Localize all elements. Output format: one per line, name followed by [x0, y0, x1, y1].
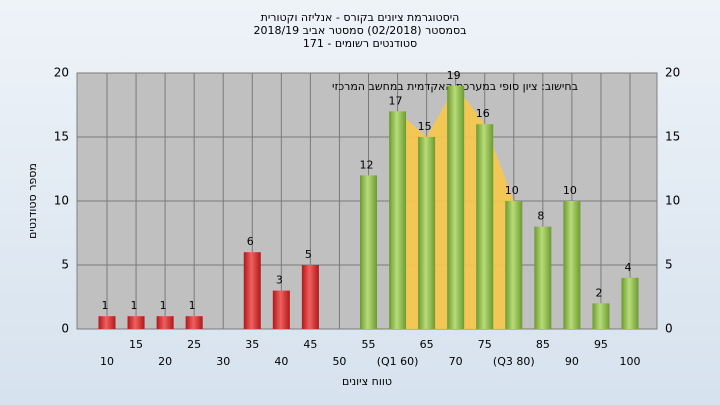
bar [563, 201, 581, 329]
bar [447, 85, 465, 329]
x-tick-label: 95 [594, 338, 608, 351]
value-label: 17 [389, 94, 403, 107]
x-tick-label: (Q3 80) [493, 355, 535, 368]
title-line: היסטוגרמת ציונים בקורס - אנליזה וקטורית [261, 11, 460, 24]
x-tick-label: 65 [420, 338, 434, 351]
value-label: 6 [247, 235, 254, 248]
x-tick-label: 85 [536, 338, 550, 351]
value-label: 1 [160, 299, 167, 312]
x-tick-label: 20 [158, 355, 172, 368]
bar [534, 226, 552, 329]
bar [360, 175, 377, 329]
bar [301, 265, 319, 329]
bar [185, 316, 203, 329]
x-tick-label: 70 [449, 355, 463, 368]
bar [272, 290, 290, 329]
x-tick-label: 45 [303, 338, 317, 351]
x-tick-label: 75 [478, 338, 492, 351]
bar [418, 137, 436, 329]
x-tick-label: 35 [245, 338, 259, 351]
x-tick-label: 40 [274, 355, 288, 368]
value-label: 10 [505, 184, 519, 197]
y2-tick-label: 10 [665, 194, 680, 208]
y-tick-label: 0 [61, 322, 69, 336]
value-label: 1 [131, 299, 138, 312]
y2-tick-label: 20 [665, 66, 680, 80]
x-tick-label: 25 [187, 338, 201, 351]
value-label: 5 [305, 248, 312, 261]
x-tick-label: 30 [216, 355, 230, 368]
y-tick-label: 20 [54, 66, 69, 80]
value-label: 16 [476, 107, 490, 120]
x-tick-label: 50 [332, 355, 346, 368]
title-line: סטודנטים רשומים - 171 [303, 37, 417, 50]
bar [592, 303, 610, 329]
value-label: 3 [276, 274, 283, 287]
bar [389, 111, 407, 330]
x-tick-label: 55 [362, 338, 376, 351]
value-label: 10 [563, 184, 577, 197]
value-label: 4 [625, 261, 632, 274]
value-label: 1 [102, 299, 109, 312]
title-line: בסמסטר (02/2018) סמסטר אביב 2018/19 [253, 24, 466, 37]
bar [505, 201, 523, 329]
value-label: 8 [537, 210, 544, 223]
value-label: 1 [189, 299, 196, 312]
bar [476, 124, 494, 329]
value-label: 2 [595, 286, 602, 299]
x-axis-label: טווח ציונים [342, 375, 392, 388]
value-label: 15 [418, 120, 432, 133]
x-tick-label: 10 [100, 355, 114, 368]
y-tick-label: 10 [54, 194, 69, 208]
y2-tick-label: 5 [665, 258, 673, 272]
bar [98, 316, 116, 329]
value-label: 12 [360, 158, 374, 171]
y2-tick-label: 15 [665, 130, 680, 144]
y2-tick-label: 0 [665, 322, 673, 336]
y-tick-label: 15 [54, 130, 69, 144]
x-tick-label: (Q1 60) [377, 355, 419, 368]
y-axis-label: מספר סטודנטים [26, 163, 39, 239]
bar [127, 316, 145, 329]
bar [621, 277, 639, 329]
bar [156, 316, 174, 329]
x-tick-label: 90 [565, 355, 579, 368]
x-tick-label: 100 [620, 355, 641, 368]
bar [243, 252, 261, 329]
x-tick-label: 15 [129, 338, 143, 351]
y-tick-label: 5 [61, 258, 69, 272]
value-label: 19 [447, 69, 461, 82]
